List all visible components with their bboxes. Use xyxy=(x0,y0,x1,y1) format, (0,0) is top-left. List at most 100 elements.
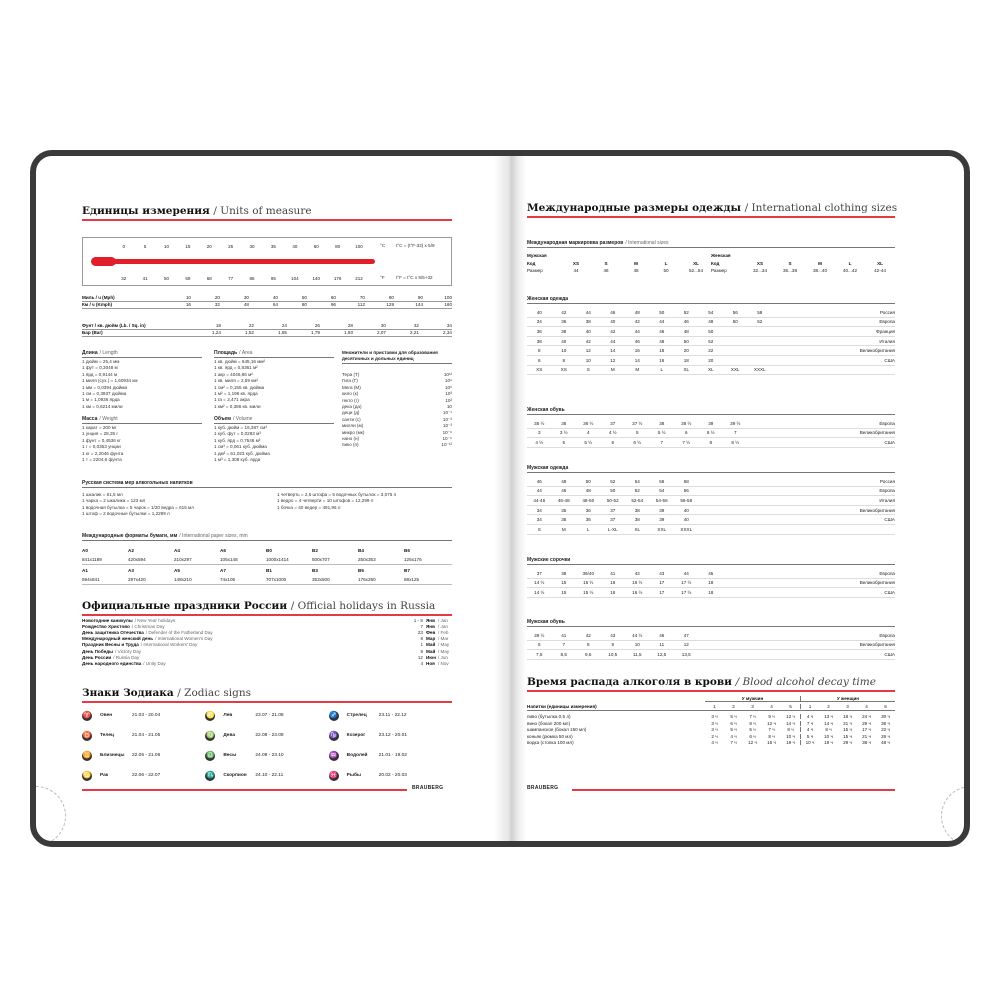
cell: 54 xyxy=(659,488,665,494)
table-row: 34 35 36 37 38 39 40 Великобритания xyxy=(527,506,895,516)
size-table: Мужская обувь 39 ½ 41 42 43 44 ½ 46 47 Европа 6 7 8… xyxy=(527,619,895,660)
cell: 20 xyxy=(214,294,220,300)
alcohol-group-row: У мужчин У женщин xyxy=(527,696,895,704)
cell: 38 xyxy=(634,517,640,523)
country-label: Великобритания xyxy=(859,580,895,586)
volume-title-en: / Volume xyxy=(232,416,253,422)
cell: 4 xyxy=(586,430,590,436)
conversion-item: 1 унция = 28,35 г xyxy=(82,431,119,437)
cell: 128 xyxy=(386,302,394,308)
units-title-en: / Units of measure xyxy=(213,205,312,217)
heading-rule xyxy=(527,690,895,692)
time-cell: 8 ч xyxy=(749,720,756,726)
zodiac-name: Дева xyxy=(223,733,236,738)
cell: 38 ½ xyxy=(681,420,692,426)
zodiac-name: Рыбы xyxy=(346,773,362,778)
cell: 50 xyxy=(659,309,665,315)
time-cell: 30 ч xyxy=(881,714,890,720)
cell: 14 ½ xyxy=(534,589,545,595)
table-row: 841x1189 420x594 210x297 105x148 1000x1414 50… xyxy=(82,555,452,565)
code-cell: XL xyxy=(693,260,699,266)
alcohol-row: коньяк (рюмка 50 мл) 2 ч 4 ч 6 ч 8 ч 10 ч 5 ч 1… xyxy=(527,733,895,739)
prefix-factor: 10¹² xyxy=(443,372,452,377)
thermometer-scale: 0 5 10 15 20 25 30 35 40 60 80 100 32 41 50 59 68 77 86 95… xyxy=(82,237,452,286)
cell: XXL xyxy=(730,367,740,373)
zodiac-sign: ♈ Овен 21.03 - 20.04 xyxy=(82,710,205,721)
prefix-name: дека (да) xyxy=(342,404,362,410)
cell: L-XL xyxy=(607,526,618,532)
cell: B5 xyxy=(358,567,364,573)
cell: 39 xyxy=(659,507,665,513)
cell: 12 xyxy=(585,348,591,354)
cell: 80 xyxy=(301,302,307,308)
cell: 5 xyxy=(635,430,639,436)
zodiac-title-en: / Zodiac signs xyxy=(177,687,251,699)
cell: 44 ½ xyxy=(632,632,643,638)
cell: 26 xyxy=(314,322,320,328)
cell: 35 xyxy=(561,507,567,513)
fahrenheit-tick: 104 xyxy=(291,276,299,281)
conversion-item: 1 см = 0,3937 дюйма xyxy=(82,391,127,397)
time-cell: 22 ч xyxy=(881,727,890,733)
conversion-item: 1 кв. миля = 2,59 км² xyxy=(214,378,258,384)
alcohol-title-en: / Blood alcohol decay time xyxy=(735,676,876,688)
cell: 5 xyxy=(562,439,566,445)
cell: 50 xyxy=(301,294,307,300)
heading-rule xyxy=(82,614,452,616)
alcohol-title: Время распада алкоголя в крови xyxy=(527,676,732,688)
cell: 48 xyxy=(683,328,689,334)
size-cell: 32...34 xyxy=(752,268,768,274)
size-label: Размер xyxy=(711,268,727,274)
table-row: 36 38 40 42 44 46 48 50 Франция xyxy=(527,327,895,337)
cell: 16 xyxy=(634,348,640,354)
prefix-name: кило (к) xyxy=(342,391,359,397)
cell: 210x297 xyxy=(174,557,192,562)
conversion-item: 1 дюйм = 25,4 мм xyxy=(82,359,120,364)
size-table: Мужские сорочки 37 38 39/40 41 42 43 44 45 Европа… xyxy=(527,557,895,598)
col-number: 5 xyxy=(789,703,792,709)
time-cell: 4 ч xyxy=(711,739,718,745)
cell: 22 xyxy=(708,348,714,354)
cell: M xyxy=(610,367,615,373)
cell: L xyxy=(586,526,590,532)
holiday-name: День народного единства xyxy=(82,660,142,666)
zodiac-name: Водолей xyxy=(346,753,368,758)
holiday-day: 1 - 5 xyxy=(413,617,423,623)
conversion-item: 1 куб. фут = 0,0283 м³ xyxy=(214,431,261,437)
cell: 32 xyxy=(413,322,419,328)
cell: 48 xyxy=(708,319,714,325)
holiday-row: Рождество Христово / Christmas Day 7 Янв / J… xyxy=(82,624,452,630)
measure-item: 1 водочная бутылка = 5 чарок = 1/20 ведр… xyxy=(82,504,194,510)
time-cell: 14 ч xyxy=(824,720,833,726)
open-notebook xyxy=(30,150,970,847)
prefix-factor: 10⁻³ xyxy=(442,423,452,429)
russian-columns: 1 шкалик = 61,5 мл 1 чарка = 2 шкалика = … xyxy=(82,492,452,518)
conversion-item: 1 т = 2204,6 фунта xyxy=(82,457,122,463)
cell: 58 xyxy=(757,309,763,315)
prefixes-block: Множители и приставки для образования де… xyxy=(342,350,452,449)
holiday-name-en: / International Women's Day xyxy=(155,636,213,642)
cell: A6 xyxy=(220,547,226,553)
cell: B4 xyxy=(358,547,364,553)
mass-block: Масса / Weight 1 карат = 200 мг 1 унция = 2… xyxy=(82,416,202,463)
table-row: Км / ч (Kmph) 16 32 48 64 80 96 112 128 144 160 xyxy=(82,302,452,310)
holiday-name-en: / Russia Day xyxy=(113,654,140,660)
fahrenheit-tick: 32 xyxy=(121,276,127,281)
mass-title-en: / Weight xyxy=(99,416,118,422)
measure-item: 1 штоф = 2 водочные бутылки = 1,2299 л xyxy=(82,511,170,517)
cell: A7 xyxy=(220,567,226,573)
zodiac-symbol-icon: ♈ xyxy=(82,710,92,721)
intl-title: Международная маркировка размеров xyxy=(527,240,624,246)
time-cell: 14 ч xyxy=(786,720,795,726)
conversion-item: 1 км = 0,6214 мили xyxy=(82,403,123,409)
cell: XS xyxy=(560,367,567,373)
cell: 1,65 xyxy=(278,330,287,336)
table-row: Миль / ч (Mph) 10 20 30 40 50 60 70 80 90 100 xyxy=(82,294,452,302)
celsius-tick: 0 xyxy=(122,244,125,249)
country-label: Великобритания xyxy=(859,348,895,354)
prefix-factor: 10⁹ xyxy=(444,378,452,384)
cell: 24 xyxy=(281,322,287,328)
cell: 11 xyxy=(659,642,665,648)
cell: 18 xyxy=(659,348,665,354)
cell: 16 xyxy=(610,580,616,586)
